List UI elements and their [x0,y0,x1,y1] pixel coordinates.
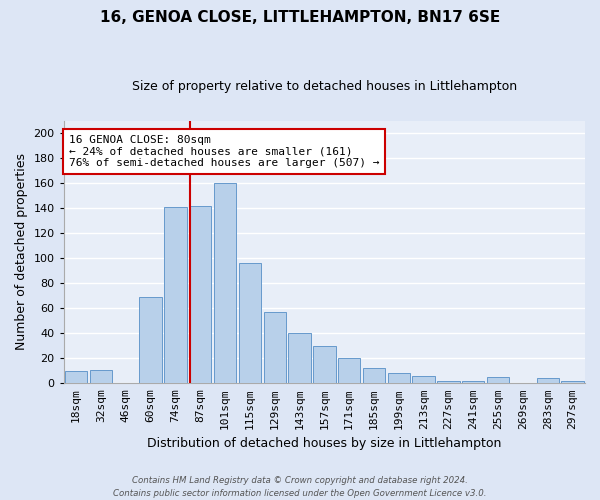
Bar [65,371,87,384]
Bar [412,376,435,384]
Bar [562,381,584,384]
Bar [263,312,286,384]
Bar [536,378,559,384]
Bar [289,334,311,384]
X-axis label: Distribution of detached houses by size in Littlehampton: Distribution of detached houses by size … [147,437,502,450]
Bar [164,207,187,384]
Bar [388,374,410,384]
Text: 16, GENOA CLOSE, LITTLEHAMPTON, BN17 6SE: 16, GENOA CLOSE, LITTLEHAMPTON, BN17 6SE [100,10,500,25]
Bar [487,377,509,384]
Bar [239,263,261,384]
Title: Size of property relative to detached houses in Littlehampton: Size of property relative to detached ho… [132,80,517,93]
Bar [139,297,162,384]
Bar [462,381,484,384]
Y-axis label: Number of detached properties: Number of detached properties [15,154,28,350]
Bar [437,381,460,384]
Bar [214,183,236,384]
Bar [313,346,335,384]
Bar [90,370,112,384]
Bar [338,358,361,384]
Bar [363,368,385,384]
Text: 16 GENOA CLOSE: 80sqm
← 24% of detached houses are smaller (161)
76% of semi-det: 16 GENOA CLOSE: 80sqm ← 24% of detached … [69,135,379,168]
Text: Contains HM Land Registry data © Crown copyright and database right 2024.
Contai: Contains HM Land Registry data © Crown c… [113,476,487,498]
Bar [189,206,211,384]
